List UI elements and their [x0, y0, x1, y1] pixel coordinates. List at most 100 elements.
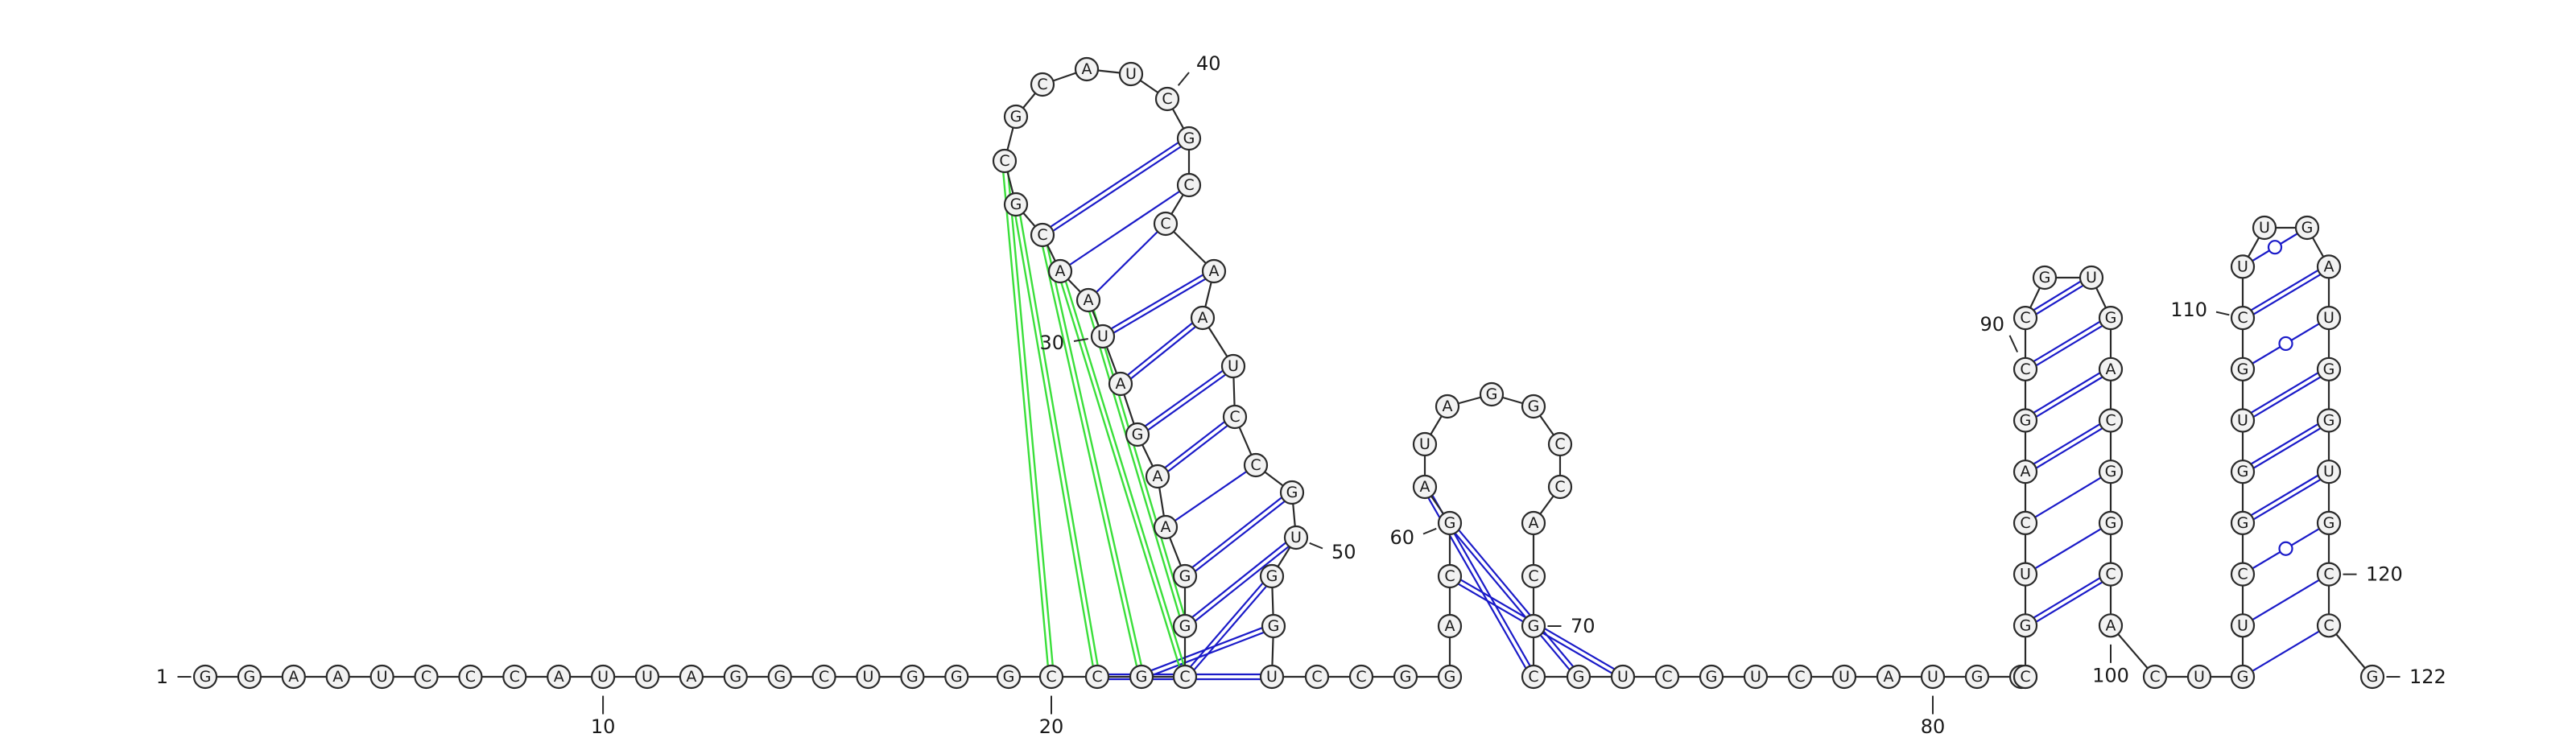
svg-text:G: G [1183, 130, 1195, 147]
svg-text:A: A [2106, 361, 2116, 378]
svg-text:G: G [1573, 668, 1585, 686]
svg-text:C: C [1229, 408, 1240, 426]
svg-text:C: C [2020, 309, 2030, 327]
nucleotide: U [1610, 664, 1636, 690]
index-label: 30 [1039, 332, 1064, 354]
nucleotide: A [1412, 474, 1438, 500]
nucleotide: C [1172, 664, 1198, 690]
nucleotide: A [1876, 664, 1901, 690]
svg-text:A: A [686, 668, 696, 686]
base-pair-line [2023, 366, 2111, 419]
pseudoknot-line [1056, 270, 1184, 678]
svg-text:C: C [1037, 76, 1047, 93]
nucleotide: U [1259, 664, 1285, 690]
nucleotide: C [2142, 664, 2168, 690]
svg-text:A: A [1153, 468, 1163, 485]
nucleotide: C [2013, 510, 2038, 536]
svg-text:C: C [465, 668, 476, 686]
nucleotide: G [767, 664, 792, 690]
wobble-pair-marker [2278, 541, 2293, 556]
nucleotide: C [414, 664, 439, 690]
svg-text:G: G [1010, 108, 1022, 126]
nucleotide: C [1654, 664, 1680, 690]
svg-text:C: C [2020, 668, 2030, 686]
svg-text:U: U [1927, 668, 1938, 686]
pseudoknot-line [1084, 299, 1184, 627]
base-pair-line [2023, 274, 2091, 317]
svg-text:G: G [1010, 196, 1022, 213]
svg-text:C: C [2020, 361, 2030, 378]
pseudoknot-line [1061, 270, 1189, 678]
nucleotide: G [1699, 664, 1724, 690]
nucleotide: G [2013, 613, 2038, 638]
base-pair-line [1158, 418, 1237, 480]
svg-text:A: A [1055, 262, 1066, 280]
svg-text:C: C [999, 152, 1009, 170]
index-tick [2008, 335, 2019, 352]
svg-text:C: C [2237, 566, 2248, 583]
nucleotide: G [2098, 306, 2124, 331]
nucleotide: C [1154, 86, 1180, 112]
svg-text:A: A [1884, 668, 1894, 686]
svg-text:G: G [906, 668, 919, 686]
nucleotide: G [1964, 664, 1990, 690]
index-tick [1422, 527, 1437, 535]
base-pair-line [1088, 223, 1166, 301]
base-pair-line [2025, 370, 2113, 424]
svg-text:U: U [2237, 412, 2248, 430]
nucleotide: G [1479, 381, 1505, 407]
base-pair-line [1183, 489, 1291, 575]
nucleotide: C [2316, 562, 2342, 587]
nucleotide: G [1437, 510, 1463, 536]
svg-text:G: G [1528, 398, 1540, 415]
nucleotide: A [547, 664, 572, 690]
base-pair-line [1183, 534, 1295, 625]
nucleotide: U [2079, 265, 2104, 291]
nucleotide: G [1521, 613, 1546, 639]
svg-text:C: C [2323, 616, 2334, 634]
nucleotide: U [1090, 324, 1116, 349]
base-pair-line [1447, 524, 1578, 679]
index-label: 1 [156, 666, 168, 688]
svg-text:C: C [1356, 668, 1366, 686]
nucleotide: C [1222, 404, 1248, 430]
svg-text:G: G [1444, 668, 1456, 686]
nucleotide: A [2316, 254, 2342, 279]
nucleotide: C [2013, 664, 2038, 690]
index-label: 50 [1331, 541, 1356, 563]
nucleotide: G [1003, 104, 1029, 130]
base-pair-line [2242, 624, 2330, 678]
nucleotide: G [2316, 510, 2342, 536]
svg-text:U: U [2020, 566, 2031, 583]
wobble-pair-marker [2267, 240, 2283, 255]
svg-text:U: U [2237, 616, 2248, 634]
svg-text:A: A [1116, 375, 1126, 393]
svg-text:G: G [2323, 361, 2335, 378]
nucleotide: G [1003, 192, 1029, 217]
nucleotide: C [2316, 613, 2342, 638]
svg-text:U: U [1266, 668, 1278, 686]
svg-text:A: A [332, 668, 343, 686]
svg-text:G: G [2237, 361, 2249, 378]
wobble-pair-marker [2278, 336, 2293, 352]
index-label: 20 [1039, 715, 1064, 738]
nucleotide: A [1190, 305, 1216, 331]
nucleotide: U [2252, 215, 2277, 241]
svg-text:A: A [2021, 463, 2031, 480]
nucleotide: A [1437, 613, 1463, 639]
nucleotide: C [1348, 664, 1374, 690]
svg-text:C: C [1794, 668, 1805, 686]
nucleotide: C [1547, 431, 1573, 457]
svg-text:A: A [554, 668, 564, 686]
svg-text:G: G [2039, 269, 2051, 286]
svg-text:G: G [2323, 412, 2335, 430]
nucleotide: C [1030, 72, 1055, 97]
base-pair-line [1118, 315, 1202, 383]
nucleotide: A [1108, 371, 1133, 397]
svg-text:C: C [2237, 309, 2248, 327]
svg-text:C: C [1528, 668, 1538, 686]
base-pair-line [1182, 574, 1271, 676]
nucleotide: G [1176, 126, 1202, 151]
base-pair-line [1135, 363, 1232, 434]
base-pair-line [1186, 493, 1294, 579]
